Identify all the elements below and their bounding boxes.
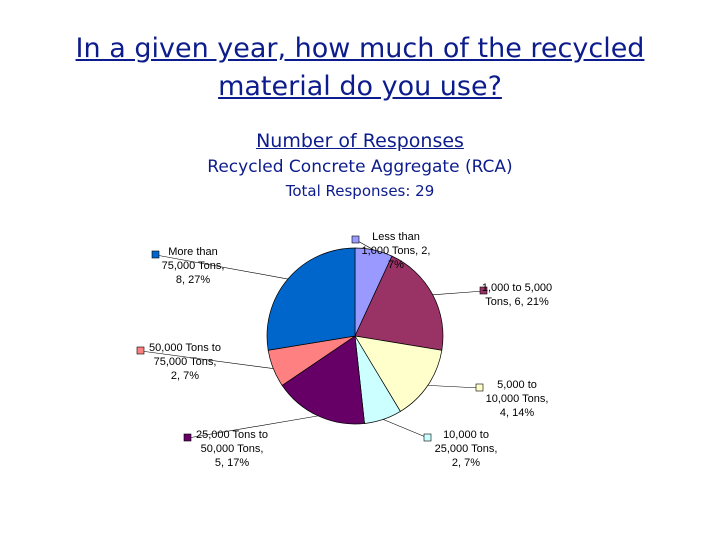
chart-total-responses: Total Responses: 29 [285,182,435,200]
pie-data-label-4: 10,000 to 25,000 Tons, 2, 7% [435,429,498,469]
pie-label-marker-4 [423,433,432,442]
pie-slice-3 [354,335,443,412]
slide-title-line-2: material do you use? [218,71,502,102]
pie-data-label-1: Less than 1,000 Tons, 2, 7% [362,231,431,271]
pie-slice-2 [354,255,444,351]
slide-title-line-1: In a given year, how much of the recycle… [75,33,645,64]
pie-label-marker-1 [351,235,360,244]
pie-data-label-7: More than 75,000 Tons, 8, 27% [162,246,225,286]
pie-leader-line-4 [382,419,429,439]
pie-label-marker-2 [479,286,488,295]
pie-data-label-3: 5,000 to 10,000 Tons, 4, 14% [486,379,549,419]
pie-label-marker-7 [151,250,160,259]
pie-leader-line-7 [155,254,288,280]
pie-slice-7 [266,247,356,351]
pie-slice-5 [281,335,365,425]
pie-data-label-5: 25,000 Tons to 50,000 Tons, 5, 17% [196,429,268,469]
pie-data-label-6: 50,000 Tons to 75,000 Tons, 2, 7% [149,342,221,382]
pie-leader-line-6 [140,350,274,369]
pie-label-marker-5 [183,433,192,442]
pie-leader-line-5 [187,415,319,439]
pie-label-marker-6 [136,346,145,355]
chart-subtitle: Recycled Concrete Aggregate (RCA) [207,157,513,177]
slide-title: In a given year, how much of the recycle… [0,30,720,106]
pie-data-label-2: 1,000 to 5,000 Tons, 6, 21% [482,282,552,308]
pie-label-marker-3 [475,383,484,392]
pie-leader-line-2 [432,290,485,296]
pie-leader-line-3 [427,385,481,389]
chart-title: Number of Responses [256,130,464,152]
